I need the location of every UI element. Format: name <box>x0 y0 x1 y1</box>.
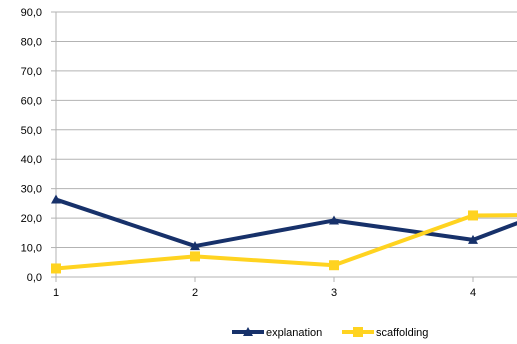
y-tick-label: 20,0 <box>21 213 42 225</box>
y-tick-label: 90,0 <box>21 7 42 19</box>
legend-label-scaffolding: scaffolding <box>376 327 428 339</box>
legend-marker-explanation <box>243 327 253 336</box>
legend-label-explanation: explanation <box>266 327 322 339</box>
data-point-explanation <box>190 241 200 251</box>
x-tick-label: 1 <box>53 287 59 299</box>
legend: explanation scaffolding <box>232 327 428 339</box>
plot-area <box>51 194 517 274</box>
x-tick-label: 3 <box>331 287 337 299</box>
grid-lines <box>56 11 517 278</box>
data-point-explanation <box>51 194 61 204</box>
y-tick-label: 60,0 <box>21 95 42 107</box>
y-axis-ticks: 0,0 10,0 20,0 30,0 40,0 50,0 60,0 70,0 80,0 90,0 <box>21 7 57 284</box>
y-tick-label: 80,0 <box>21 36 42 48</box>
y-tick-label: 70,0 <box>21 66 42 78</box>
y-tick-label: 0,0 <box>27 272 42 284</box>
data-point-scaffolding <box>51 263 61 274</box>
y-tick-label: 10,0 <box>21 243 42 255</box>
x-axis-ticks: 1 2 3 4 <box>53 277 476 299</box>
data-point-scaffolding <box>190 251 200 262</box>
series-scaffolding <box>51 210 517 274</box>
y-tick-label: 30,0 <box>21 184 42 196</box>
y-tick-label: 40,0 <box>21 154 42 166</box>
legend-marker-scaffolding <box>353 327 363 337</box>
data-point-scaffolding <box>329 260 339 271</box>
x-tick-label: 4 <box>470 287 476 299</box>
data-point-explanation <box>468 234 478 244</box>
y-tick-label: 50,0 <box>21 125 42 137</box>
data-point-scaffolding <box>468 210 478 221</box>
series-explanation <box>51 194 517 251</box>
data-point-explanation <box>329 215 339 225</box>
x-tick-label: 2 <box>192 287 198 299</box>
